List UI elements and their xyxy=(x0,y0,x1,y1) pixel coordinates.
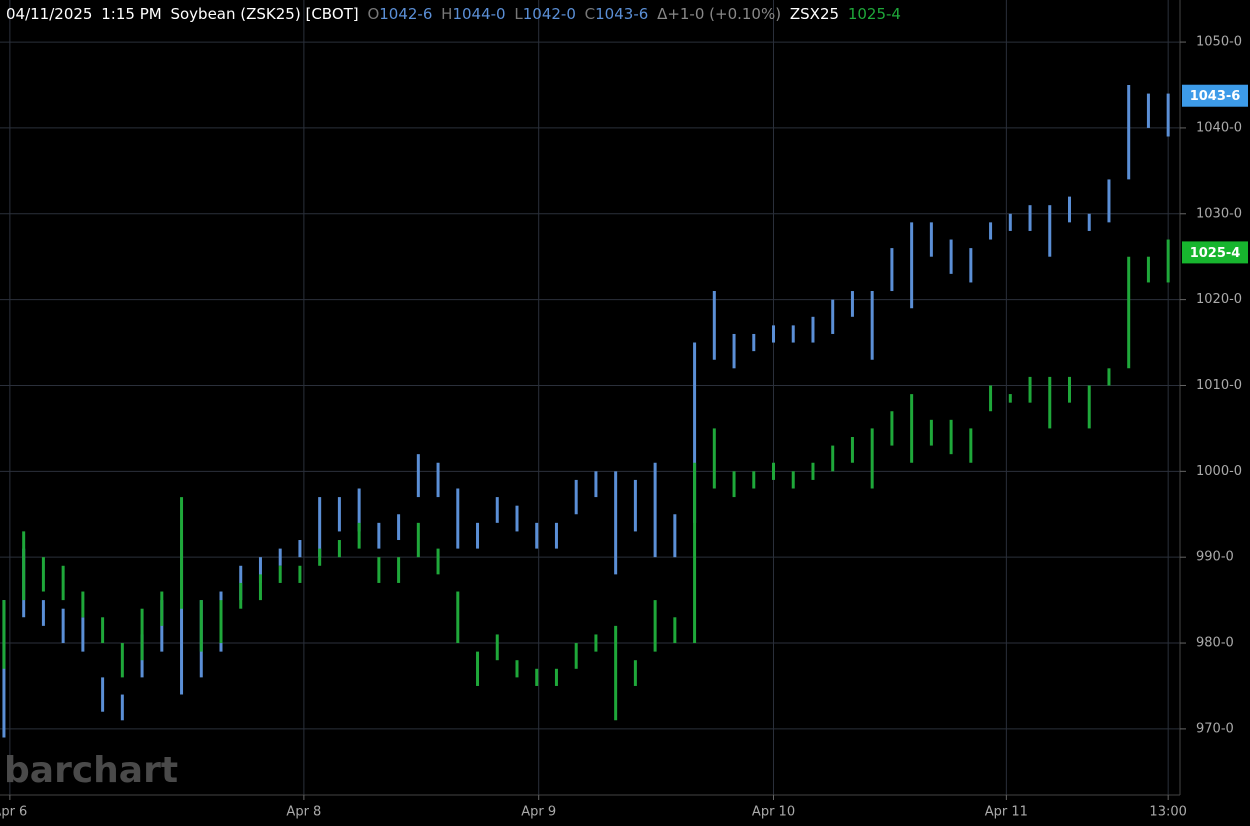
open-key: O xyxy=(367,5,379,23)
x-tick-label: Apr 11 xyxy=(985,805,1028,820)
y-tick-label: 990-0 xyxy=(1196,550,1234,565)
last-price-badge xyxy=(1182,241,1248,264)
x-tick-label: Apr 6 xyxy=(0,805,27,820)
x-tick-label: Apr 9 xyxy=(521,805,556,820)
time: 1:15 PM xyxy=(101,5,161,23)
low: 1042-0 xyxy=(523,5,576,23)
y-tick-label: 1000-0 xyxy=(1196,464,1242,479)
last-price-label: 1043-6 xyxy=(1190,89,1241,104)
y-tick-label: 970-0 xyxy=(1196,721,1234,736)
grid xyxy=(0,0,1180,795)
y-tick-label: 1050-0 xyxy=(1196,35,1242,50)
y-tick-label: 1040-0 xyxy=(1196,120,1242,135)
open: 1042-6 xyxy=(379,5,432,23)
bars xyxy=(2,84,1170,738)
high: 1044-0 xyxy=(452,5,505,23)
x-tick-label: Apr 8 xyxy=(286,805,321,820)
change: Δ+1-0 (+0.10%) xyxy=(657,5,781,23)
x-tick-label: Apr 10 xyxy=(752,805,795,820)
y-tick-label: 980-0 xyxy=(1196,636,1234,651)
legend-header: 04/11/2025 1:15 PM Soybean (ZSK25) [CBOT… xyxy=(6,5,901,23)
symbol: Soybean (ZSK25) [CBOT] xyxy=(170,5,358,23)
watermark: barchart xyxy=(4,750,178,791)
close: 1043-6 xyxy=(595,5,648,23)
y-tick-label: 1030-0 xyxy=(1196,206,1242,221)
close-key: C xyxy=(585,5,595,23)
last-price-label: 1025-4 xyxy=(1190,246,1241,261)
x-tick-label: 13:00 xyxy=(1149,805,1186,820)
compare-value: 1025-4 xyxy=(848,5,901,23)
compare-symbol: ZSX25 xyxy=(790,5,839,23)
last-price-badge xyxy=(1182,84,1248,107)
low-key: L xyxy=(514,5,523,23)
y-tick-label: 1010-0 xyxy=(1196,378,1242,393)
y-tick-label: 1020-0 xyxy=(1196,292,1242,307)
date: 04/11/2025 xyxy=(6,5,92,23)
high-key: H xyxy=(441,5,452,23)
